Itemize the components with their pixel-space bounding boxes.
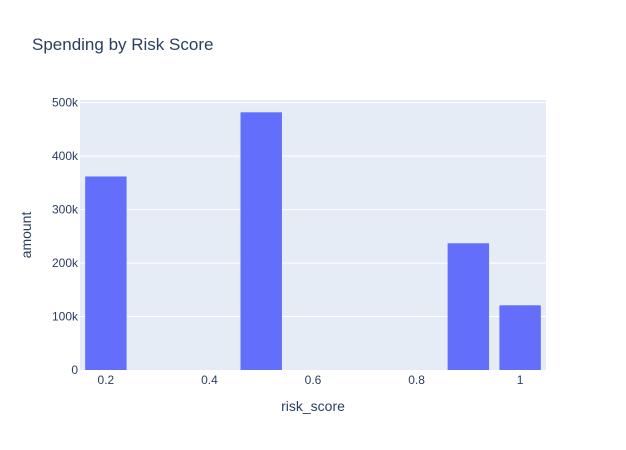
y-tick-label: 0 [71, 363, 78, 377]
bar[interactable] [240, 112, 282, 370]
y-tick-label: 500k [52, 96, 79, 110]
bar[interactable] [447, 243, 490, 370]
y-tick-labels: 0 100k 200k 300k 400k 500k [52, 96, 79, 377]
y-tick-label: 400k [52, 149, 79, 163]
x-tick-label: 0.2 [98, 373, 115, 387]
x-tick-label: 0.4 [201, 373, 218, 387]
x-tick-label: 1 [517, 373, 524, 387]
x-axis-title: risk_score [281, 398, 345, 414]
x-tick-labels: 0.2 0.4 0.6 0.8 1 [98, 373, 524, 387]
y-tick-label: 100k [52, 310, 79, 324]
bar[interactable] [85, 176, 127, 370]
x-tick-label: 0.6 [305, 373, 322, 387]
bars [85, 112, 541, 370]
y-tick-label: 200k [52, 256, 79, 270]
chart-title: Spending by Risk Score [32, 35, 213, 54]
bar[interactable] [499, 305, 541, 370]
y-tick-label: 300k [52, 203, 79, 217]
y-axis-title: amount [18, 212, 34, 259]
x-tick-label: 0.8 [408, 373, 425, 387]
